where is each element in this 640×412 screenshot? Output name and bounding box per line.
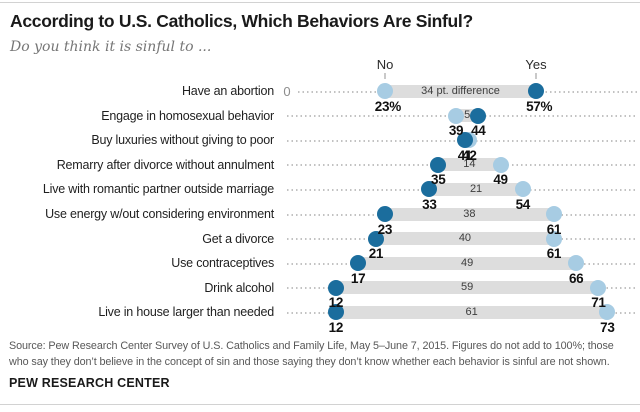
source-note: Source: Pew Research Center Survey of U.… (9, 339, 614, 370)
yes-value-label: 12 (328, 295, 344, 311)
no-dot (590, 279, 607, 296)
difference-label: 49 (461, 256, 474, 269)
category-label: Drink alcohol (204, 280, 274, 295)
yes-dot (470, 107, 487, 124)
difference-label: 40 (458, 232, 472, 245)
difference-label: 61 (465, 305, 478, 318)
yes-value-label: 33 (422, 196, 437, 212)
chart-row: Get a divorce 40 61 21 (0, 227, 640, 261)
category-label: Remarry after divorce without annulment (56, 157, 275, 172)
no-value-label: 66 (568, 270, 584, 286)
difference-label: 21 (469, 182, 483, 195)
no-value-label: 54 (515, 196, 531, 212)
difference-label: 59 (461, 281, 474, 294)
yes-dot (376, 206, 393, 222)
no-dot (568, 255, 585, 272)
yes-dot (327, 279, 344, 296)
yes-dot (430, 156, 447, 173)
yes-value-label: 35 (431, 172, 446, 188)
yes-value-label: 57% (526, 98, 553, 114)
top-divider (0, 2, 640, 3)
axis-label-yes: Yes (525, 57, 547, 72)
yes-dot (421, 181, 438, 198)
axis-tick-yes (535, 73, 537, 79)
no-dot (545, 230, 562, 247)
difference-bar (358, 256, 577, 270)
chart-row: Drink alcohol 59 71 12 (0, 276, 640, 310)
difference-bar (384, 207, 554, 221)
no-dot (514, 181, 531, 198)
yes-dot (367, 230, 384, 247)
difference-bar (335, 305, 608, 319)
category-label: Have an abortion (181, 84, 274, 98)
chart-row: Engage in homosexual behavior 5 39 44 (0, 104, 640, 138)
category-label: Live in house larger than needed (98, 305, 274, 320)
no-value-label: 23% (374, 98, 401, 114)
yes-dot (456, 132, 473, 149)
difference-bar (384, 84, 537, 98)
no-dot (492, 156, 509, 173)
source-line-2: who say they don’t believe in the concep… (9, 355, 610, 368)
difference-label: 5 (464, 109, 471, 122)
chart-row: Remarry after divorce without annulment … (0, 153, 640, 187)
no-dot (376, 83, 393, 99)
yes-value-label: 41 (457, 147, 473, 163)
difference-bar (429, 182, 523, 196)
chart-row: Use energy w/out considering environment… (0, 202, 640, 237)
yes-value-label: 44 (471, 123, 486, 139)
chart-row: Use contraceptives 49 66 17 (0, 251, 640, 286)
category-label: Buy luxuries without giving to poor (91, 133, 274, 148)
no-dot (599, 304, 616, 321)
yes-value-label: 23 (377, 221, 393, 237)
brand-footer: PEW RESEARCH CENTER (9, 376, 170, 390)
category-label: Live with romantic partner outside marri… (42, 182, 274, 197)
axis-label-no: No (376, 57, 394, 72)
no-value-label: 61 (546, 221, 562, 237)
difference-bar (375, 232, 554, 246)
no-value-label: 71 (591, 295, 606, 311)
chart-title: According to U.S. Catholics, Which Behav… (10, 11, 473, 31)
yes-dot (350, 255, 367, 272)
axis-tick-no (384, 73, 386, 79)
yes-value-label: 21 (368, 246, 384, 262)
no-dot (448, 107, 465, 124)
chart-row: Live with romantic partner outside marri… (0, 177, 640, 212)
no-value-label: 42 (462, 147, 477, 163)
difference-label: 14 (463, 158, 476, 171)
category-label: Engage in homosexual behavior (101, 108, 274, 123)
axis-zero-label: 0 (283, 83, 291, 99)
no-value-label: 39 (448, 123, 464, 139)
yes-dot (327, 304, 344, 321)
difference-bar (335, 281, 599, 295)
no-value-label: 49 (493, 172, 508, 188)
no-value-label: 61 (546, 246, 562, 262)
chart-row: Have an abortion 0 34 pt. difference 23%… (0, 79, 640, 114)
no-dot (545, 206, 562, 222)
chart-subtitle: Do you think it is sinful to ... (10, 39, 212, 55)
yes-value-label: 17 (350, 270, 366, 286)
category-label: Use energy w/out considering environment (45, 207, 274, 221)
yes-value-label: 12 (328, 319, 344, 335)
source-line-1: Source: Pew Research Center Survey of U.… (9, 340, 614, 352)
chart-row: Buy luxuries without giving to poor 42 4… (0, 128, 640, 163)
yes-dot (528, 83, 545, 99)
difference-bar (438, 158, 501, 172)
difference-label: 38 (463, 207, 476, 220)
chart-row: Live in house larger than needed 61 73 1… (0, 300, 640, 335)
difference-label: 34 pt. difference (421, 84, 500, 97)
no-value-label: 73 (600, 319, 615, 335)
category-label: Use contraceptives (171, 256, 274, 271)
bottom-divider (0, 404, 640, 405)
category-label: Get a divorce (202, 231, 274, 246)
